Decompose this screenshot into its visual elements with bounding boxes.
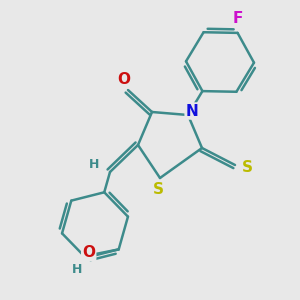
Text: H: H [89, 158, 99, 170]
Text: F: F [232, 11, 243, 26]
Text: H: H [71, 263, 82, 276]
Text: O: O [82, 245, 95, 260]
Text: N: N [186, 103, 198, 118]
Text: S: S [242, 160, 253, 175]
Text: S: S [152, 182, 164, 197]
Text: O: O [118, 73, 130, 88]
